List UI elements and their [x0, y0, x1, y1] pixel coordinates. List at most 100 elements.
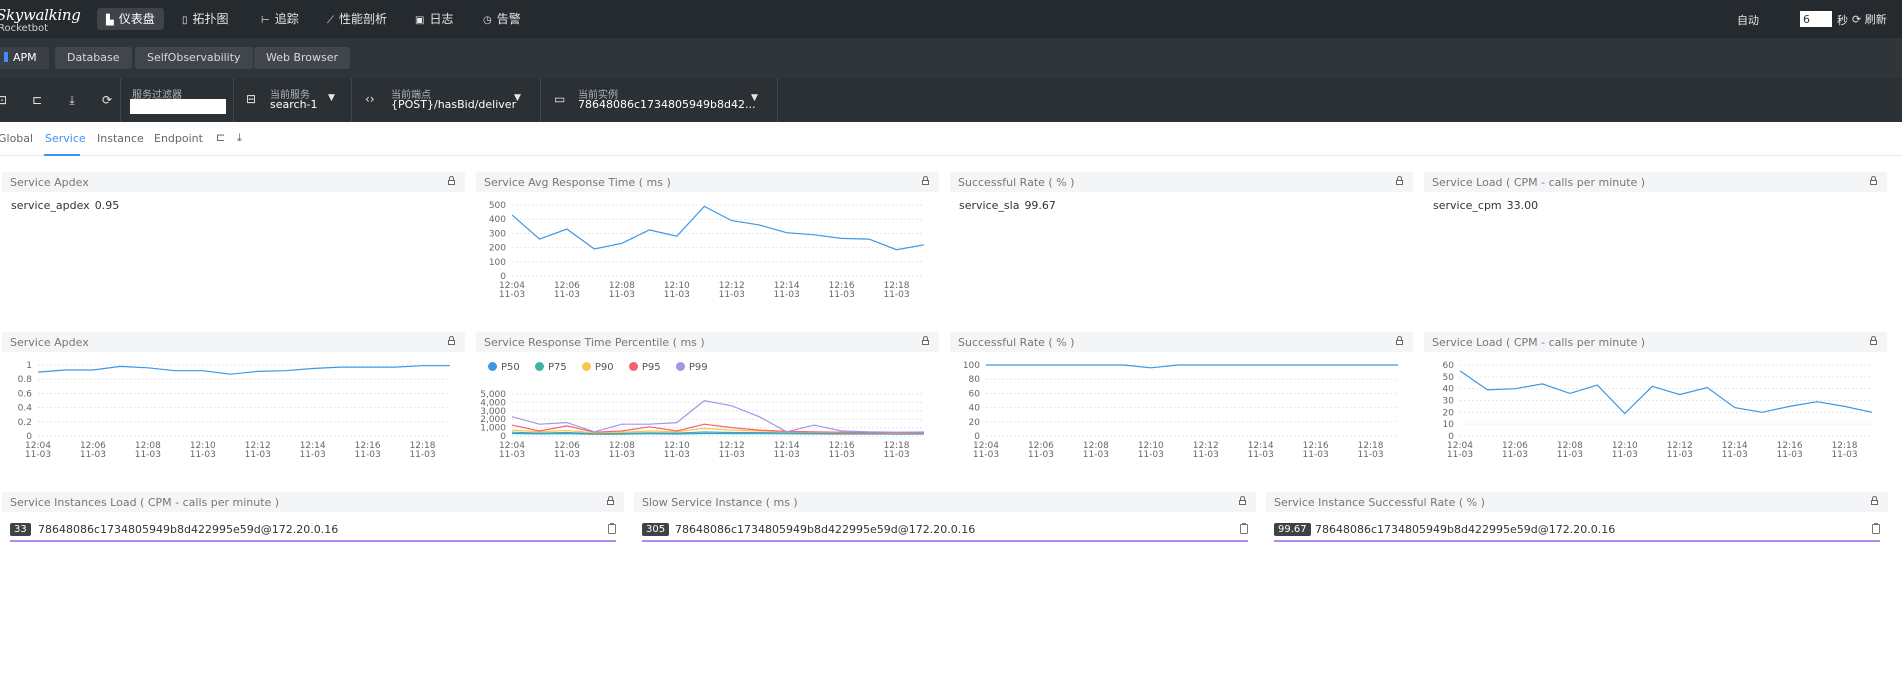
- lock-icon[interactable]: [448, 336, 455, 345]
- download-icon[interactable]: ⤓: [69, 93, 75, 107]
- service-filter-input[interactable]: [130, 99, 226, 114]
- active-tab-indicator: [44, 154, 80, 156]
- lock-icon[interactable]: [922, 176, 929, 185]
- nav-log[interactable]: ▣ 日志: [406, 8, 462, 30]
- nav-topology[interactable]: ▯ 拓扑图: [173, 8, 238, 30]
- nav-profile[interactable]: ⟋ 性能剖析: [318, 8, 396, 30]
- tab-selfobservability[interactable]: SelfObservability: [135, 47, 253, 69]
- lock-icon[interactable]: [922, 336, 929, 345]
- x-tick-label: 12:14: [300, 441, 326, 451]
- y-tick-label: 60: [1443, 361, 1455, 371]
- y-tick-label: 2,000: [480, 415, 506, 425]
- x-tick-label: 12:08: [135, 441, 161, 451]
- lock-icon[interactable]: [1870, 176, 1877, 185]
- x-tick-date: 11-03: [1357, 450, 1383, 460]
- current-service-select[interactable]: ⊟ 当前服务 search-1 ▼: [233, 78, 351, 122]
- lock-icon[interactable]: ⊡: [0, 93, 8, 107]
- x-tick-date: 11-03: [1502, 450, 1528, 460]
- x-tick-label: 12:14: [1722, 441, 1748, 451]
- x-tick-date: 11-03: [499, 450, 525, 460]
- copy-icon[interactable]: [1240, 523, 1248, 534]
- panel-response-time-percentile: Service Response Time Percentile ( ms ) …: [476, 332, 939, 482]
- nav-trace[interactable]: ⊢ 追踪: [252, 8, 308, 30]
- skywalking-logo[interactable]: Skywalking Rocketbot: [0, 6, 81, 34]
- x-tick-label: 12:16: [1303, 441, 1329, 451]
- lock-icon[interactable]: [1871, 496, 1878, 505]
- legend-item-p50[interactable]: P50: [488, 362, 520, 373]
- legend-item-p99[interactable]: P99: [675, 362, 708, 373]
- metric-value: service_sla 99.67: [959, 199, 1056, 212]
- legend-item-p95[interactable]: P95: [628, 362, 661, 373]
- y-tick-label: 30: [1443, 397, 1455, 407]
- dashboard-toolbar: ⊡ ⊏ ⤓ ⟳ 服务过滤器 ⊟ 当前服务 search-1 ▼ ‹› 当前端点 …: [0, 78, 1902, 122]
- y-tick-label: 5,000: [480, 390, 506, 400]
- panel-title: Slow Service Instance ( ms ): [642, 496, 798, 509]
- legend-item-p75[interactable]: P75: [534, 362, 567, 373]
- x-tick-date: 11-03: [609, 450, 635, 460]
- successful-rate-chart: 02040608010012:0411-0312:0611-0312:0811-…: [963, 361, 1398, 460]
- tab-database[interactable]: Database: [55, 47, 132, 69]
- lock-icon[interactable]: [607, 496, 614, 505]
- panel-title: Successful Rate ( % ): [958, 176, 1075, 189]
- copy-icon[interactable]: [1872, 523, 1880, 534]
- y-tick-label: 60: [969, 389, 981, 399]
- subtab-global[interactable]: Global: [0, 132, 34, 145]
- folder-icon[interactable]: ⊏: [216, 131, 226, 144]
- current-instance-select[interactable]: ▭ 当前实例 78648086c1734805949b8d42... ▼: [540, 78, 777, 122]
- nav-dashboard[interactable]: ▙ 仪表盘: [97, 8, 164, 30]
- brand-sub: Rocketbot: [0, 23, 49, 34]
- y-tick-label: 0.8: [18, 375, 33, 385]
- x-tick-date: 11-03: [409, 450, 435, 460]
- x-tick-label: 12:10: [664, 281, 690, 291]
- list-item[interactable]: 305 78648086c1734805949b8d422995e59d@172…: [642, 522, 1248, 542]
- lock-icon[interactable]: [448, 176, 455, 185]
- auto-refresh-label: 自动: [1737, 14, 1759, 27]
- y-tick-label: 4,000: [480, 398, 506, 408]
- log-icon: ▣: [415, 15, 425, 26]
- subtab-service[interactable]: Service: [45, 132, 86, 145]
- x-tick-label: 12:18: [884, 441, 910, 451]
- copy-icon[interactable]: [608, 523, 616, 534]
- instance-icon: ▭: [554, 92, 566, 106]
- metric-value: service_apdex 0.95: [11, 199, 120, 212]
- tab-apm[interactable]: APM: [0, 47, 49, 69]
- y-tick-label: 0.6: [18, 389, 33, 399]
- x-tick-date: 11-03: [1777, 450, 1803, 460]
- x-tick-date: 11-03: [25, 450, 51, 460]
- list-item[interactable]: 33 78648086c1734805949b8d422995e59d@172.…: [10, 522, 616, 542]
- x-tick-date: 11-03: [80, 450, 106, 460]
- y-tick-label: 20: [969, 418, 981, 428]
- lock-icon[interactable]: [1396, 176, 1403, 185]
- download-icon[interactable]: ⤓: [237, 131, 242, 144]
- subtab-instance[interactable]: Instance: [97, 132, 144, 145]
- chevron-down-icon: ▼: [751, 93, 758, 103]
- x-tick-date: 11-03: [499, 290, 525, 300]
- lock-icon[interactable]: [1396, 336, 1403, 345]
- current-endpoint-select[interactable]: ‹› 当前端点 {POST}/hasBid/deliver ▼: [351, 78, 540, 122]
- panel-avg-response-time: Service Avg Response Time ( ms ) 0 100 200…: [476, 172, 939, 322]
- avg-response-time-chart: 010020030040050012:0411-0312:0611-0312:0…: [489, 201, 925, 300]
- folder-icon[interactable]: ⊏: [31, 93, 43, 107]
- code-icon: ‹›: [365, 92, 375, 106]
- service-filter-label: 服务过滤器: [132, 90, 182, 101]
- top-navbar: Skywalking Rocketbot ▙ 仪表盘 ▯ 拓扑图 ⊢ 追踪 ⟋ 性能剖析…: [0, 0, 1902, 38]
- legend-item-p90[interactable]: P90: [581, 362, 614, 373]
- reload-icon[interactable]: ⟳: [101, 93, 113, 107]
- lock-icon[interactable]: [1870, 336, 1877, 345]
- x-tick-date: 11-03: [1831, 450, 1857, 460]
- refresh-button[interactable]: ⟳ 刷新: [1852, 13, 1887, 26]
- value-bar: [10, 540, 616, 542]
- auto-refresh-interval-input[interactable]: [1800, 11, 1832, 27]
- refresh-icon: ⟳: [1852, 13, 1862, 26]
- x-tick-label: 12:16: [829, 441, 855, 451]
- y-tick-label: 40: [1443, 385, 1455, 395]
- lock-icon[interactable]: [1239, 496, 1246, 505]
- tab-web-browser[interactable]: Web Browser: [254, 47, 351, 69]
- x-tick-label: 12:14: [774, 441, 800, 451]
- series-line: [511, 205, 925, 251]
- subtab-endpoint[interactable]: Endpoint: [154, 132, 203, 145]
- nav-alarm[interactable]: ◷ 告警: [474, 8, 530, 30]
- x-tick-label: 12:16: [829, 281, 855, 291]
- x-tick-label: 12:18: [884, 281, 910, 291]
- list-item[interactable]: 99.67 78648086c1734805949b8d422995e59d@1…: [1274, 522, 1880, 542]
